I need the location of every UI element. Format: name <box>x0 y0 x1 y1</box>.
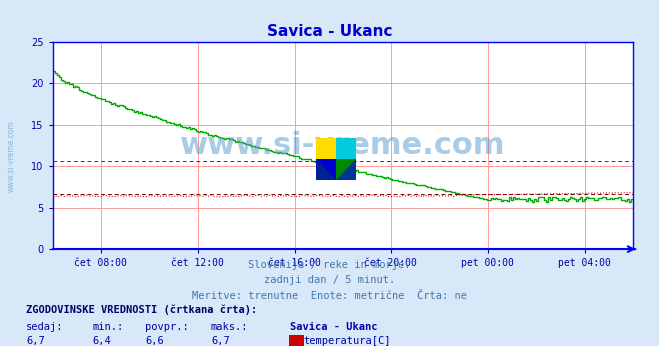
Text: 6,7: 6,7 <box>26 336 45 346</box>
Text: sedaj:: sedaj: <box>26 322 64 332</box>
Polygon shape <box>336 159 356 180</box>
Text: maks.:: maks.: <box>211 322 248 332</box>
Text: Savica - Ukanc: Savica - Ukanc <box>290 322 378 332</box>
Text: Slovenija / reke in morje.: Slovenija / reke in morje. <box>248 260 411 270</box>
Text: www.si-vreme.com: www.si-vreme.com <box>180 131 505 160</box>
Text: temperatura[C]: temperatura[C] <box>303 336 391 346</box>
Text: min.:: min.: <box>92 322 123 332</box>
Bar <box>336 138 356 159</box>
Text: Meritve: trenutne  Enote: metrične  Črta: ne: Meritve: trenutne Enote: metrične Črta: … <box>192 291 467 301</box>
Text: 6,6: 6,6 <box>145 336 163 346</box>
Text: ZGODOVINSKE VREDNOSTI (črtkana črta):: ZGODOVINSKE VREDNOSTI (črtkana črta): <box>26 304 258 315</box>
Text: www.si-vreme.com: www.si-vreme.com <box>7 120 16 192</box>
Bar <box>336 159 356 180</box>
Polygon shape <box>316 159 336 180</box>
Text: povpr.:: povpr.: <box>145 322 188 332</box>
Text: zadnji dan / 5 minut.: zadnji dan / 5 minut. <box>264 275 395 285</box>
Text: 6,7: 6,7 <box>211 336 229 346</box>
Polygon shape <box>336 138 356 159</box>
Text: Savica - Ukanc: Savica - Ukanc <box>267 24 392 39</box>
Bar <box>316 138 336 159</box>
Text: 6,4: 6,4 <box>92 336 111 346</box>
Bar <box>316 159 336 180</box>
